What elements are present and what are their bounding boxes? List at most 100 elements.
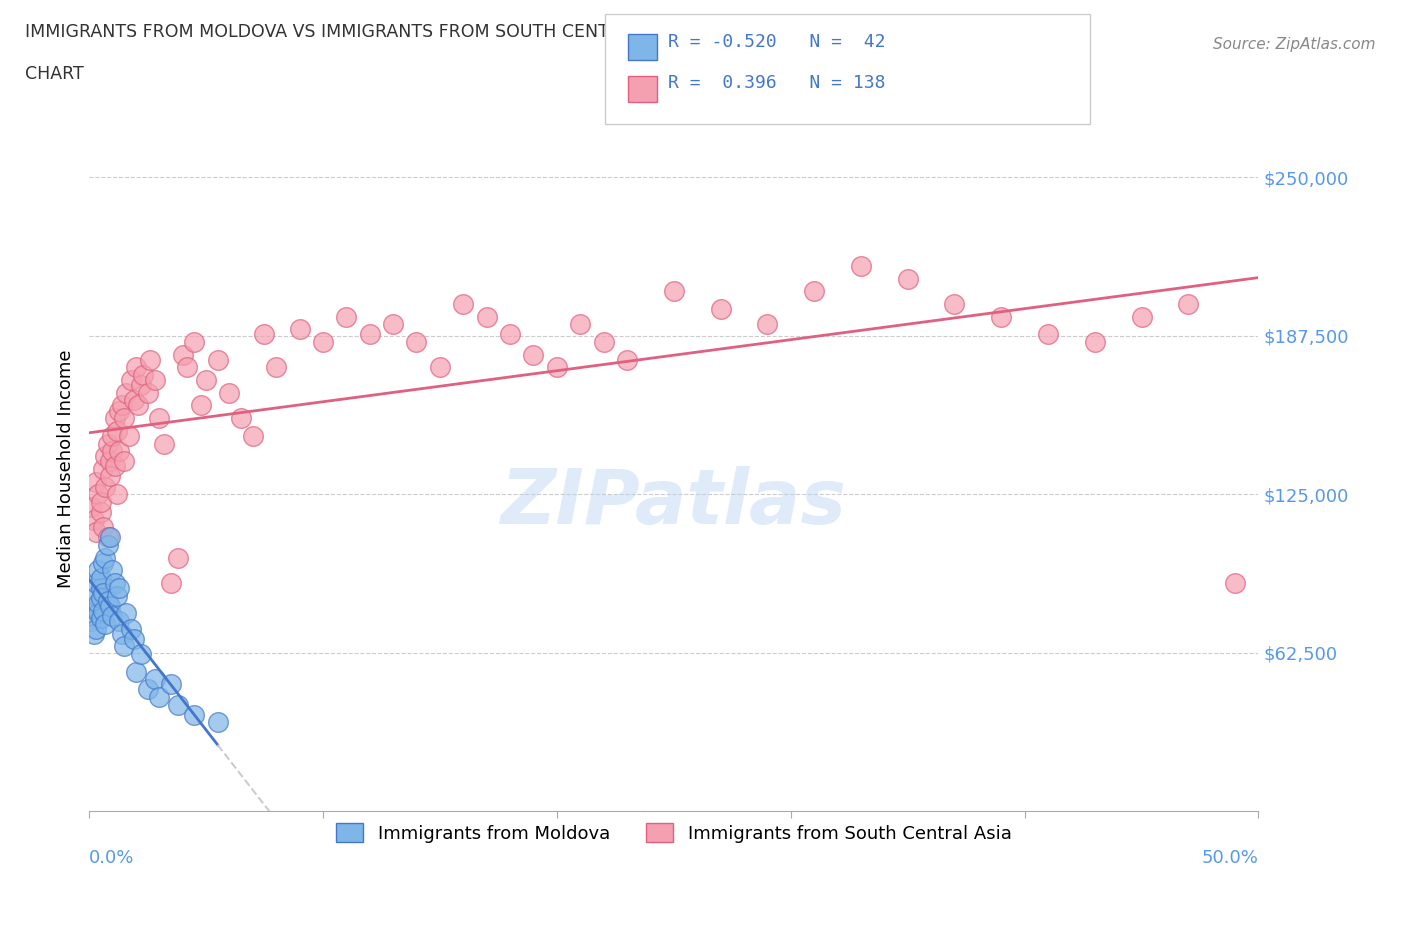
Point [115, 606, 138, 621]
Point [98, 469, 121, 484]
Point [167, 551, 190, 565]
Point [101, 563, 124, 578]
Point [108, 403, 131, 418]
Point [90, 611, 112, 626]
Point [405, 335, 427, 350]
Point [105, 423, 128, 438]
Point [94, 551, 117, 565]
Point [105, 588, 128, 603]
Point [592, 335, 614, 350]
Point [143, 671, 166, 686]
Text: 50.0%: 50.0% [1202, 849, 1258, 867]
Point [148, 689, 170, 704]
Point [136, 682, 159, 697]
Point [83, 601, 105, 616]
Point [87, 596, 110, 611]
Point [122, 631, 145, 646]
Y-axis label: Median Household Income: Median Household Income [58, 350, 75, 588]
Point [90, 570, 112, 585]
Point [97, 530, 120, 545]
Point [91, 461, 114, 476]
Point [108, 444, 131, 458]
Point [90, 580, 112, 595]
Point [111, 398, 134, 413]
Point [207, 715, 229, 730]
Point [104, 411, 127, 426]
Point [97, 593, 120, 608]
Point [91, 586, 114, 601]
Point [80, 499, 103, 514]
Point [87, 606, 110, 621]
Text: IMMIGRANTS FROM MOLDOVA VS IMMIGRANTS FROM SOUTH CENTRAL ASIA MEDIAN HOUSEHOLD I: IMMIGRANTS FROM MOLDOVA VS IMMIGRANTS FR… [25, 23, 1085, 41]
Point [1130, 310, 1153, 325]
Point [451, 297, 474, 312]
Point [897, 272, 920, 286]
Point [101, 429, 124, 444]
Point [84, 525, 107, 539]
Point [108, 614, 131, 629]
Point [98, 454, 121, 469]
Point [132, 367, 155, 382]
Point [190, 398, 212, 413]
Point [218, 385, 240, 400]
Point [115, 385, 138, 400]
Point [125, 664, 148, 679]
Point [112, 411, 135, 426]
Point [94, 616, 117, 631]
Point [98, 530, 121, 545]
Point [129, 646, 152, 661]
Point [229, 411, 252, 426]
Point [104, 576, 127, 591]
Point [84, 474, 107, 489]
Point [160, 677, 183, 692]
Point [108, 580, 131, 595]
Point [120, 373, 142, 388]
Point [127, 398, 149, 413]
Point [90, 504, 112, 519]
Text: Source: ZipAtlas.com: Source: ZipAtlas.com [1212, 37, 1375, 52]
Point [87, 486, 110, 501]
Point [125, 360, 148, 375]
Point [756, 317, 779, 332]
Point [104, 458, 127, 473]
Point [112, 454, 135, 469]
Point [253, 327, 276, 342]
Point [105, 486, 128, 501]
Point [167, 698, 190, 712]
Point [122, 393, 145, 408]
Point [207, 352, 229, 367]
Point [129, 378, 152, 392]
Point [91, 604, 114, 618]
Point [84, 621, 107, 636]
Point [382, 317, 405, 332]
Point [112, 639, 135, 654]
Point [195, 373, 218, 388]
Point [84, 576, 107, 591]
Point [1036, 327, 1059, 342]
Point [1084, 335, 1107, 350]
Point [312, 335, 335, 350]
Point [183, 708, 205, 723]
Point [83, 626, 105, 641]
Point [429, 360, 451, 375]
Text: ZIPatlas: ZIPatlas [501, 466, 846, 540]
Point [111, 626, 134, 641]
Point [522, 347, 544, 362]
Text: 0.0%: 0.0% [89, 849, 135, 867]
Point [101, 444, 124, 458]
Point [662, 284, 685, 299]
Point [264, 360, 287, 375]
Point [475, 310, 498, 325]
Text: CHART: CHART [25, 65, 84, 83]
Point [90, 495, 112, 510]
Point [176, 360, 198, 375]
Point [83, 512, 105, 527]
Point [335, 310, 357, 325]
Point [91, 555, 114, 570]
Point [359, 327, 381, 342]
Point [98, 598, 121, 613]
Text: R =  0.396   N = 138: R = 0.396 N = 138 [668, 74, 886, 92]
Point [1223, 576, 1246, 591]
Point [569, 317, 592, 332]
Point [80, 614, 103, 629]
